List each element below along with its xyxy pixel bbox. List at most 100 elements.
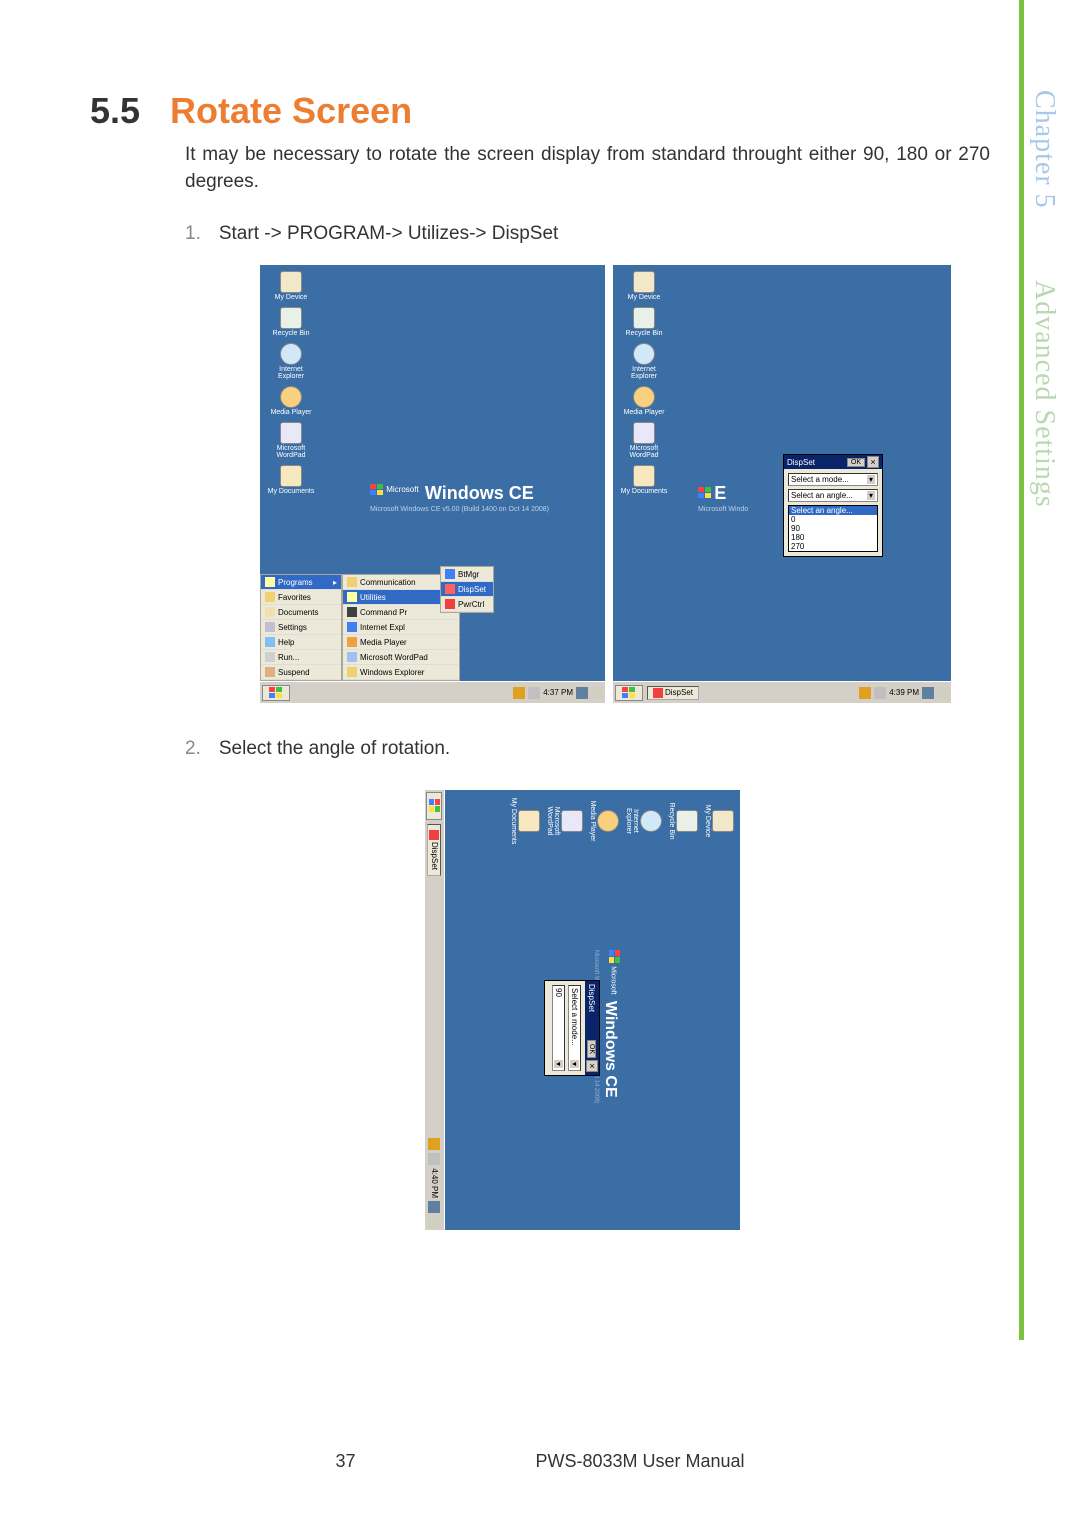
clock: 4:40 PM [430,1168,439,1198]
my-documents-icon[interactable]: My Documents [266,465,316,495]
start-settings[interactable]: Settings [261,620,341,635]
system-tray[interactable]: 4:39 PM [859,687,949,699]
taskbar[interactable]: 4:37 PM [260,681,605,703]
chevron-down-icon[interactable]: ▾ [570,1060,579,1068]
media-player-icon[interactable]: Media Player [266,386,316,416]
start-button[interactable] [615,685,643,701]
prog-explorer[interactable]: Windows Explorer [343,665,459,680]
system-tray[interactable]: 4:40 PM [429,1138,441,1228]
tray-icon[interactable] [859,687,871,699]
my-device-icon[interactable]: My Device [704,796,734,846]
util-dispset[interactable]: DispSet [441,582,493,597]
taskbar-dispset[interactable]: DispSet [428,824,442,876]
internet-explorer-icon[interactable]: Internet Explorer [266,343,316,380]
ok-button[interactable]: OK [588,1040,597,1058]
tray-icon[interactable] [528,687,540,699]
start-programs[interactable]: Programs▸ [261,575,341,590]
section-title: Rotate Screen [170,90,412,131]
internet-explorer-icon[interactable]: Internet Explorer [619,343,669,380]
media-player-icon[interactable]: Media Player [589,796,619,846]
utilities-submenu[interactable]: BtMgr DispSet PwrCtrl [440,566,494,613]
taskbar[interactable]: DispSet 4:40 PM [425,790,445,1230]
side-chapter-label: Chapter 5 [1028,90,1060,209]
dispset-window[interactable]: DispSet OK × Select a mode...▾ Select an… [783,454,883,557]
start-favorites[interactable]: Favorites [261,590,341,605]
angle-option-90[interactable]: 90 [789,524,877,533]
prog-wordpad[interactable]: Microsoft WordPad [343,650,459,665]
recycle-bin-icon[interactable]: Recycle Bin [619,307,669,337]
step-2-text: Select the angle of rotation. [219,738,450,759]
ok-button[interactable]: OK [847,458,865,467]
tray-icon[interactable] [429,1153,441,1165]
start-help[interactable]: Help [261,635,341,650]
dispset-title-text: DispSet [787,458,815,467]
angle-dropdown[interactable]: Select an angle...▾ [788,489,878,502]
tray-keyboard-icon[interactable] [937,687,949,699]
start-run[interactable]: Run... [261,650,341,665]
start-button[interactable] [262,685,290,701]
green-margin-bar [1019,0,1024,1340]
close-button[interactable]: × [586,1060,598,1072]
my-documents-icon[interactable]: My Documents [619,465,669,495]
windows-flag-icon [370,484,384,496]
angle-option-270[interactable]: 270 [789,542,877,551]
angle-option-180[interactable]: 180 [789,533,877,542]
chevron-down-icon[interactable]: ▾ [867,475,875,484]
windows-flag-icon [608,950,620,964]
step-2: 2. Select the angle of rotation. [185,738,990,760]
my-device-icon[interactable]: My Device [266,271,316,301]
internet-explorer-icon[interactable]: Internet Explorer [625,796,662,846]
tray-icon[interactable] [874,687,886,699]
prog-iexplorer[interactable]: Internet Expl [343,620,459,635]
clock: 4:39 PM [889,688,919,697]
desktop-icons: My Device Recycle Bin Internet Explorer … [266,271,316,495]
page: Chapter 5 Advanced Settings 5.5 Rotate Sc… [0,0,1080,1527]
system-tray[interactable]: 4:37 PM [513,687,603,699]
mode-dropdown[interactable]: Select a mode...▾ [788,473,878,486]
tray-keyboard-icon[interactable] [591,687,603,699]
my-device-icon[interactable]: My Device [619,271,669,301]
start-documents[interactable]: Documents [261,605,341,620]
step-1-text: Start -> PROGRAM-> Utilizes-> DispSet [219,223,558,244]
taskbar[interactable]: DispSet 4:39 PM [613,681,951,703]
tray-icon[interactable] [429,1201,441,1213]
wordpad-icon[interactable]: Microsoft WordPad [546,796,583,846]
dispset-titlebar[interactable]: DispSet OK × [784,455,882,469]
tray-icon[interactable] [429,1138,441,1150]
section-number: 5.5 [90,90,140,131]
wordpad-icon[interactable]: Microsoft WordPad [619,422,669,459]
media-player-icon[interactable]: Media Player [619,386,669,416]
chevron-down-icon[interactable]: ▾ [554,1060,563,1068]
close-button[interactable]: × [867,456,879,468]
tray-icon[interactable] [576,687,588,699]
step-2-number: 2. [185,738,201,759]
start-suspend[interactable]: Suspend [261,665,341,680]
dispset-body: Select a mode...▾ 90▾ [545,981,585,1075]
tray-icon[interactable] [513,687,525,699]
start-button[interactable] [427,792,443,820]
intro-paragraph: It may be necessary to rotate the screen… [185,142,990,195]
chevron-down-icon[interactable]: ▾ [867,491,875,500]
side-section-label: Advanced Settings [1028,280,1060,508]
my-documents-icon[interactable]: My Documents [510,796,540,846]
dispset-window[interactable]: DispSet OK × Select a mode...▾ 90▾ [544,980,600,1076]
prog-media[interactable]: Media Player [343,635,459,650]
recycle-bin-icon[interactable]: Recycle Bin [266,307,316,337]
dispset-titlebar[interactable]: DispSet OK × [585,981,599,1075]
angle-options-list[interactable]: Select an angle... 0 90 180 270 [788,505,878,552]
start-menu[interactable]: Programs▸ Favorites Documents Settings H… [260,574,342,681]
recycle-bin-icon[interactable]: Recycle Bin [668,796,698,846]
angle-dropdown[interactable]: 90▾ [552,985,565,1071]
tray-keyboard-icon[interactable] [429,1216,441,1228]
util-pwrctrl[interactable]: PwrCtrl [441,597,493,612]
step-1: 1.Start -> PROGRAM-> Utilizes-> DispSet [185,223,990,245]
angle-option-0[interactable]: 0 [789,515,877,524]
screenshot-rotated: My Device Recycle Bin Internet Explorer … [425,790,740,1230]
util-btmgr[interactable]: BtMgr [441,567,493,582]
windows-flag-icon [429,799,441,813]
taskbar-dispset[interactable]: DispSet [647,686,699,700]
angle-option-selected[interactable]: Select an angle... [789,506,877,515]
wordpad-icon[interactable]: Microsoft WordPad [266,422,316,459]
mode-dropdown[interactable]: Select a mode...▾ [568,985,581,1071]
tray-icon[interactable] [922,687,934,699]
